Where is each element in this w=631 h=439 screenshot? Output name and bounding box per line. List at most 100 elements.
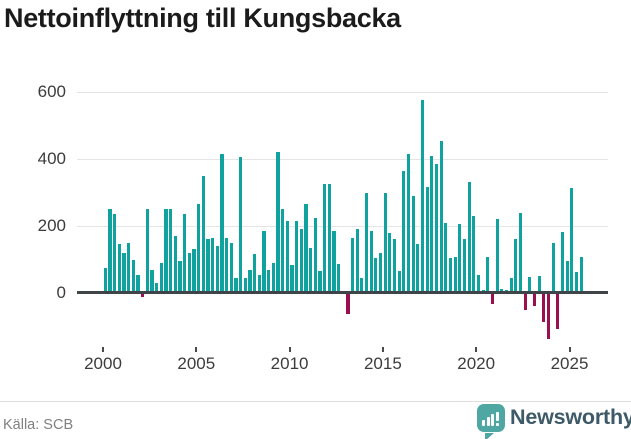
bar-2007Q2 (239, 157, 243, 293)
bar-2004Q1 (178, 261, 182, 293)
x-axis-label-2000: 2000 (84, 354, 122, 373)
bar-2021Q1 (495, 219, 499, 293)
bar-2023Q3 (542, 294, 546, 322)
bar-2005Q1 (197, 204, 201, 293)
x-axis-tick-2025 (568, 347, 571, 352)
bar-2008Q3 (262, 231, 266, 293)
bar-2019Q3 (467, 182, 471, 293)
bar-2006Q4 (229, 242, 233, 293)
bar-2001Q2 (127, 242, 131, 293)
bar-2004Q4 (192, 249, 196, 293)
bar-2016Q3 (411, 195, 415, 293)
bar-2005Q3 (206, 239, 210, 293)
footer-divider (0, 401, 631, 402)
x-axis-tick-2020 (475, 347, 478, 352)
bar-2000Q2 (108, 209, 112, 293)
bar-2013Q3 (355, 229, 359, 293)
bar-2007Q3 (243, 277, 247, 293)
page-title: Nettoinflyttning till Kungsbacka (4, 3, 401, 33)
bar-2022Q3 (523, 294, 527, 311)
bar-2001Q3 (131, 259, 135, 293)
gridline-600 (77, 92, 608, 93)
bar-2002Q3 (150, 269, 154, 293)
brand-name: Newsworthy (510, 405, 631, 429)
bar-2011Q3 (318, 271, 322, 293)
gridline-400 (77, 159, 608, 160)
bar-2003Q2 (164, 209, 168, 293)
bar-2024Q1 (551, 242, 555, 293)
bar-chart-bubble-icon (477, 404, 505, 439)
bar-2010Q3 (299, 229, 303, 293)
x-axis-label-2025: 2025 (550, 354, 589, 373)
bar-2004Q2 (183, 214, 187, 293)
bar-2015Q1 (383, 192, 387, 293)
x-axis-tick-2005 (195, 347, 198, 352)
bar-2020Q3 (486, 256, 490, 293)
bar-2019Q1 (458, 224, 462, 293)
gridline-200 (77, 226, 608, 227)
bar-2024Q3 (560, 231, 565, 293)
bar-2006Q1 (215, 246, 219, 293)
x-axis-label-2015: 2015 (363, 354, 402, 373)
bar-2001Q4 (136, 274, 140, 293)
bar-2019Q2 (462, 239, 467, 293)
x-axis-tick-2015 (381, 347, 384, 352)
bar-2009Q3 (281, 209, 285, 293)
y-axis-label-400: 400 (37, 149, 66, 168)
bar-2010Q1 (290, 264, 294, 293)
bar-2021Q4 (509, 277, 513, 293)
bar-2006Q2 (220, 153, 224, 293)
bar-2014Q4 (378, 252, 383, 293)
bar-2003Q1 (159, 262, 163, 293)
bar-2016Q2 (406, 153, 411, 293)
bar-2020Q1 (476, 274, 481, 293)
y-axis-label-0: 0 (56, 283, 66, 302)
bar-2019Q4 (472, 215, 476, 293)
bar-2024Q4 (565, 260, 569, 293)
bar-2015Q3 (392, 239, 397, 293)
bar-2022Q1 (514, 239, 518, 293)
bar-2013Q2 (350, 237, 355, 293)
x-axis-label-2020: 2020 (457, 354, 496, 373)
bar-2000Q3 (113, 214, 117, 293)
bar-2008Q1 (253, 254, 257, 293)
bar-2012Q1 (327, 184, 331, 293)
bar-2011Q2 (313, 217, 317, 293)
bar-2000Q4 (117, 244, 121, 293)
bar-2014Q3 (374, 257, 378, 293)
bar-2010Q2 (294, 220, 299, 293)
bar-2009Q4 (285, 220, 289, 293)
bar-2003Q3 (169, 209, 173, 293)
bar-2017Q1 (420, 100, 425, 293)
y-axis-label-600: 600 (37, 82, 66, 101)
bar-2014Q2 (369, 231, 373, 293)
bar-2015Q2 (388, 232, 392, 293)
bar-2001Q1 (122, 252, 126, 293)
bar-2018Q3 (448, 257, 453, 293)
bar-2016Q4 (416, 244, 420, 293)
bar-2007Q4 (248, 269, 252, 293)
x-axis-tick-2000 (102, 347, 104, 352)
x-axis-zero-line (77, 291, 608, 294)
bar-2002Q1 (141, 294, 145, 298)
bar-2011Q1 (308, 247, 313, 293)
bar-2007Q1 (234, 277, 238, 293)
bar-2025Q3 (579, 256, 583, 293)
bar-2011Q4 (322, 184, 327, 293)
bar-2015Q4 (397, 271, 401, 293)
bar-2005Q4 (211, 237, 215, 293)
bar-2013Q4 (360, 277, 364, 293)
bar-2022Q2 (518, 212, 523, 293)
newsworthy-logo[interactable]: Newsworthy (474, 402, 631, 439)
bar-2008Q4 (267, 269, 271, 293)
bar-2017Q3 (430, 155, 434, 293)
bar-2002Q2 (145, 209, 149, 293)
bar-2025Q2 (574, 271, 579, 293)
bar-2023Q2 (537, 275, 541, 293)
bar-2010Q4 (304, 204, 308, 293)
bar-2023Q1 (532, 294, 537, 307)
bar-2006Q3 (225, 237, 229, 293)
bar-2009Q1 (271, 262, 275, 293)
bar-2012Q2 (332, 231, 336, 293)
